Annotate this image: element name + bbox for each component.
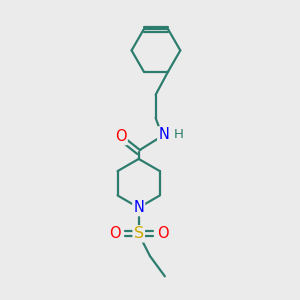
Text: H: H bbox=[174, 128, 184, 141]
Text: N: N bbox=[133, 200, 144, 215]
Text: O: O bbox=[109, 226, 121, 241]
Text: O: O bbox=[157, 226, 168, 241]
Text: S: S bbox=[134, 226, 144, 241]
Text: N: N bbox=[158, 127, 169, 142]
Text: O: O bbox=[115, 129, 127, 144]
